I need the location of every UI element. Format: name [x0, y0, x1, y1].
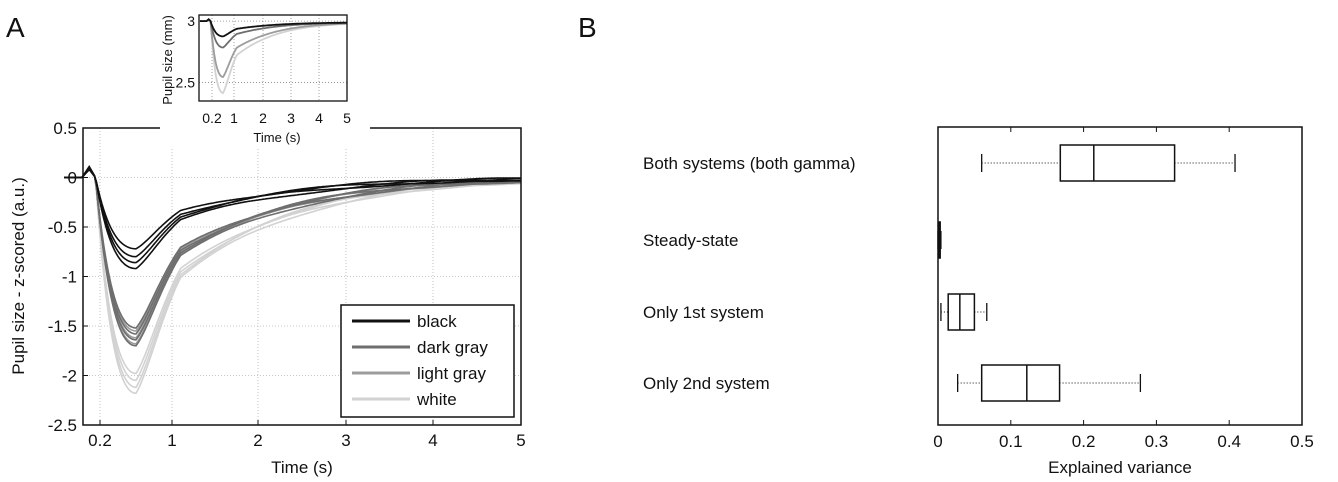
- main-tick-label-y-0-5: -0.5: [48, 218, 77, 237]
- box-only-1st-system-iqr: [947, 293, 976, 331]
- box-tick-label-x-0: 0: [933, 432, 942, 451]
- box-marks: [937, 144, 1236, 402]
- inset-tick-label-x-4: 4: [315, 110, 323, 126]
- main-lines: [64, 165, 522, 395]
- inset-tick-label-y-2-5: 2.5: [176, 75, 196, 91]
- inset-tick-label-x-3: 3: [287, 110, 295, 126]
- line-black-2: [64, 167, 522, 258]
- box-category-labels: Both systems (both gamma) Steady-state Onl…: [643, 154, 856, 393]
- main-tick-label-y-2: -2: [62, 367, 77, 386]
- boxplot-chart: Both systems (both gamma) Steady-state Onl…: [643, 126, 1314, 477]
- inset-tick-label-x-0-2: 0.2: [202, 110, 222, 126]
- legend-label-dark-gray: dark gray: [417, 338, 488, 357]
- box-only-2nd-system-iqr: [980, 364, 1061, 402]
- inset-line-3: [200, 18, 347, 78]
- box-both-systems-both-gamma-iqr: [1059, 144, 1176, 182]
- main-ticks: 0.2 1 2 3 4 5 0.5 0 -0.5 -1 -1.5 -2 -2.5: [48, 119, 526, 450]
- main-tick-label-y-0: 0: [68, 169, 77, 188]
- box-tick-label-x-0-1: 0.1: [999, 432, 1023, 451]
- main-x-axis-label: Time (s): [271, 458, 333, 477]
- box-tick-label-x-0-5: 0.5: [1290, 432, 1314, 451]
- inset-y-axis-label: Pupil size (mm): [160, 15, 175, 105]
- box-ticks: 0 0.1 0.2 0.3 0.4 0.5: [933, 127, 1314, 451]
- legend: black dark gray light gray white: [340, 304, 515, 418]
- main-tick-label-x-5: 5: [516, 431, 525, 450]
- main-tick-label-y-0-5: 0.5: [53, 119, 77, 138]
- legend-label-black: black: [417, 312, 457, 331]
- main-tick-label-x-0-2: 0.2: [88, 431, 112, 450]
- inset-x-axis-label: Time (s): [253, 130, 300, 145]
- main-y-axis-label: Pupil size - z-scored (a.u.): [9, 177, 28, 374]
- inset-lines: [200, 18, 348, 95]
- inset-line-1: [200, 18, 347, 38]
- legend-label-light-gray: light gray: [417, 364, 486, 383]
- inset-ticks: 0.2 1 2 3 4 5 3 2.5: [176, 13, 352, 126]
- main-chart: 0.2 1 2 3 4 5 0.5 0 -0.5 -1 -1.5 -2 -2.5 Time (s) Pu…: [9, 119, 526, 477]
- inset-tick-label-y-3: 3: [187, 13, 195, 29]
- main-tick-label-x-2: 2: [253, 431, 262, 450]
- panel-label-b: B: [578, 12, 597, 43]
- main-tick-label-x-4: 4: [428, 431, 437, 450]
- box-x-axis-label: Explained variance: [1048, 458, 1192, 477]
- box-tick-label-x-0-3: 0.3: [1145, 432, 1169, 451]
- line-black-4: [64, 165, 521, 270]
- box-plot-frame: [937, 126, 1303, 426]
- main-tick-label-y-1-5: -1.5: [48, 317, 77, 336]
- box-category-only-2nd-system: Only 2nd system: [643, 374, 770, 393]
- line-dark-gray-2: [64, 167, 522, 335]
- box-tick-label-x-0-2: 0.2: [1072, 432, 1096, 451]
- inset-tick-label-x-1: 1: [230, 110, 238, 126]
- main-tick-label-x-1: 1: [167, 431, 176, 450]
- box-tick-label-x-0-4: 0.4: [1217, 432, 1241, 451]
- panel-label-a: A: [6, 12, 25, 43]
- inset-plot-frame: [198, 14, 348, 102]
- box-category-steady-state: Steady-state: [643, 231, 738, 250]
- box-category-only-1st-system: Only 1st system: [643, 303, 764, 322]
- inset-chart: 0.2 1 2 3 4 5 3 2.5 Time (s) Pupil size (mm): [160, 8, 370, 148]
- main-tick-label-y-2-5: -2.5: [48, 416, 77, 435]
- line-white-2: [64, 167, 522, 382]
- box-category-both-systems-both-gamma: Both systems (both gamma): [643, 154, 856, 173]
- main-tick-label-y-1: -1: [62, 268, 77, 287]
- inset-tick-label-x-2: 2: [259, 110, 267, 126]
- legend-label-white: white: [416, 390, 457, 409]
- inset-background: [160, 8, 370, 148]
- main-tick-label-x-3: 3: [341, 431, 350, 450]
- inset-tick-label-x-5: 5: [343, 110, 351, 126]
